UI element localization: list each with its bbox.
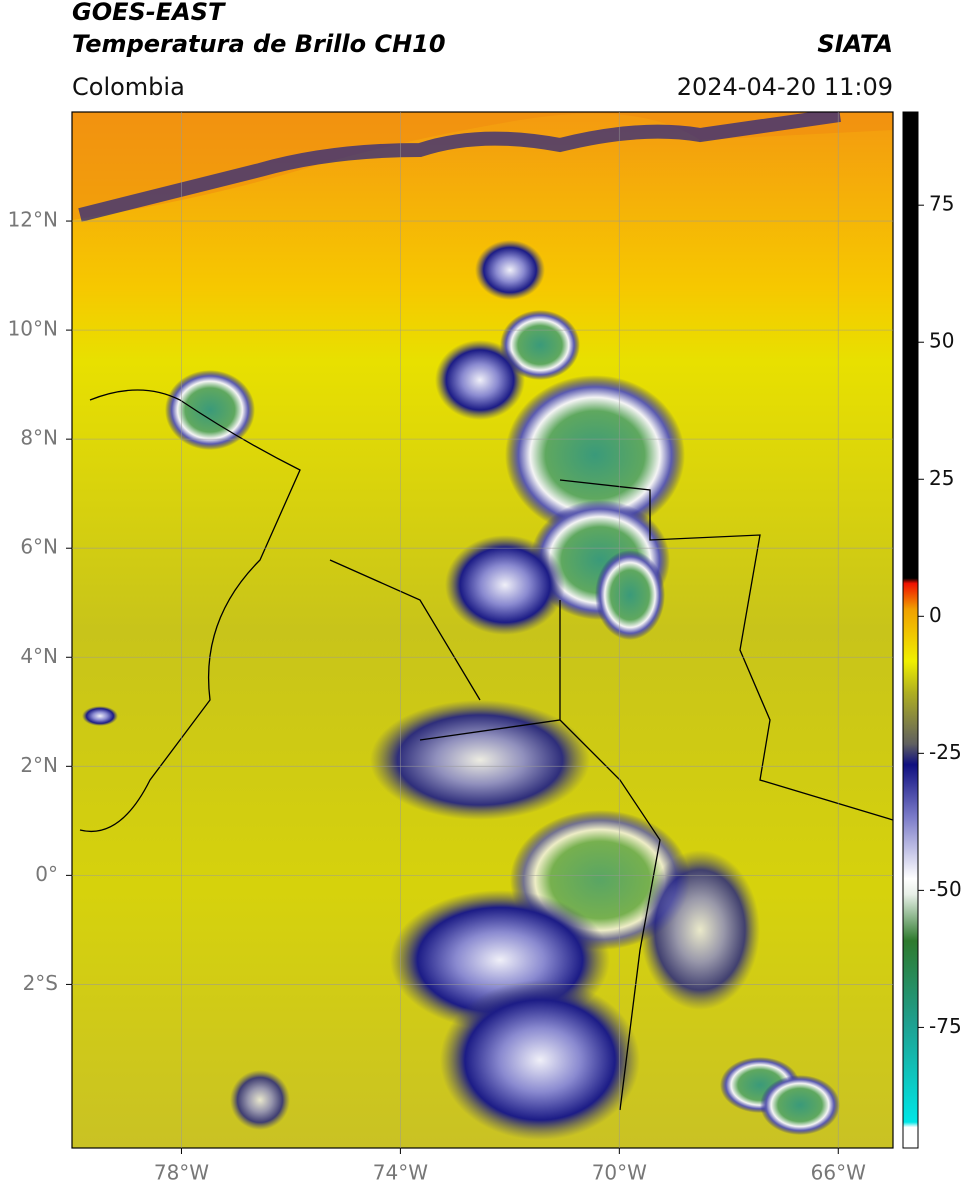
colorbar-tick-label: 75 — [929, 192, 954, 216]
y-tick-label: 2°S — [23, 971, 58, 995]
title: GOES-EAST — [72, 0, 226, 26]
y-tick-label: 4°N — [20, 644, 58, 668]
y-tick-label: 0° — [35, 862, 58, 886]
colorbar — [902, 111, 919, 1149]
colorbar-tick-label: -75 — [929, 1014, 962, 1038]
colorbar-tick-label: 50 — [929, 329, 954, 353]
y-tick-label: 12°N — [8, 208, 58, 232]
satellite-image — [72, 112, 893, 1148]
x-tick-label: 70°W — [592, 1161, 647, 1185]
timestamp: 2024-04-20 11:09 — [677, 73, 893, 101]
colorbar-tick-label: -25 — [929, 740, 962, 764]
colorbar-tick-label: 25 — [929, 466, 954, 490]
x-tick-label: 74°W — [373, 1161, 428, 1185]
y-tick-label: 10°N — [8, 317, 58, 341]
x-tick-label: 66°W — [811, 1161, 866, 1185]
x-tick-label: 78°W — [154, 1161, 209, 1185]
y-tick-label: 8°N — [20, 426, 58, 450]
region: Colombia — [72, 73, 185, 101]
colorbar-tick-label: -50 — [929, 877, 962, 901]
map-frame — [71, 111, 894, 1149]
y-tick-label: 2°N — [20, 753, 58, 777]
colorbar-tick-label: 0 — [929, 603, 942, 627]
subtitle: Temperatura de Brillo CH10 — [72, 30, 446, 58]
source: SIATA — [817, 30, 893, 58]
y-tick-label: 6°N — [20, 535, 58, 559]
